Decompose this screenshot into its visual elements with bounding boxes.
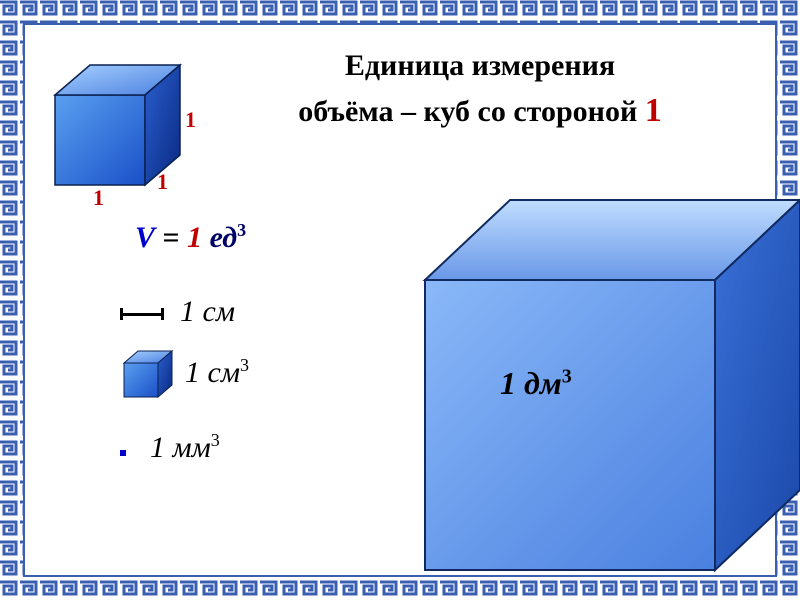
mm-label-sup: 3: [211, 430, 220, 450]
formula-one: 1: [187, 221, 202, 254]
cm-tick-icon: [120, 313, 164, 316]
big-label-sup: 3: [562, 365, 572, 387]
volume-formula: V = 1 ед3: [135, 220, 246, 255]
big-label-text: 1 дм: [500, 365, 562, 401]
mm-row: 1 мм3: [120, 430, 220, 465]
small-cube-label-depth: 1: [185, 107, 196, 133]
small-cube: 1 1 1: [45, 55, 205, 220]
mm-dot-icon: [120, 450, 126, 456]
title-line2-pre: объёма – куб со стороной: [298, 95, 644, 128]
formula-eq: =: [155, 221, 187, 254]
title-line1: Единица измерения: [345, 49, 615, 82]
content-area: 1 1 1 Единица измерения объёма – куб со …: [35, 35, 765, 565]
title-one: 1: [645, 92, 662, 129]
formula-sup: 3: [237, 220, 246, 240]
big-cube: [415, 185, 800, 590]
small-cube-label-right: 1: [157, 169, 168, 195]
formula-ed: ед: [202, 221, 237, 254]
cm-label: 1 см: [180, 295, 235, 328]
tiny-cube: [120, 345, 180, 410]
tiny-label-text: 1 см: [185, 356, 240, 389]
cm-line: 1 см: [120, 295, 235, 329]
tiny-label-sup: 3: [240, 355, 249, 375]
mm-label-text: 1 мм: [150, 431, 211, 464]
title: Единица измерения объёма – куб со сторон…: [215, 45, 745, 135]
tiny-cube-label: 1 см3: [185, 355, 249, 390]
formula-V: V: [135, 221, 155, 254]
small-cube-label-bottom: 1: [93, 185, 104, 211]
big-cube-label: 1 дм3: [500, 365, 572, 402]
